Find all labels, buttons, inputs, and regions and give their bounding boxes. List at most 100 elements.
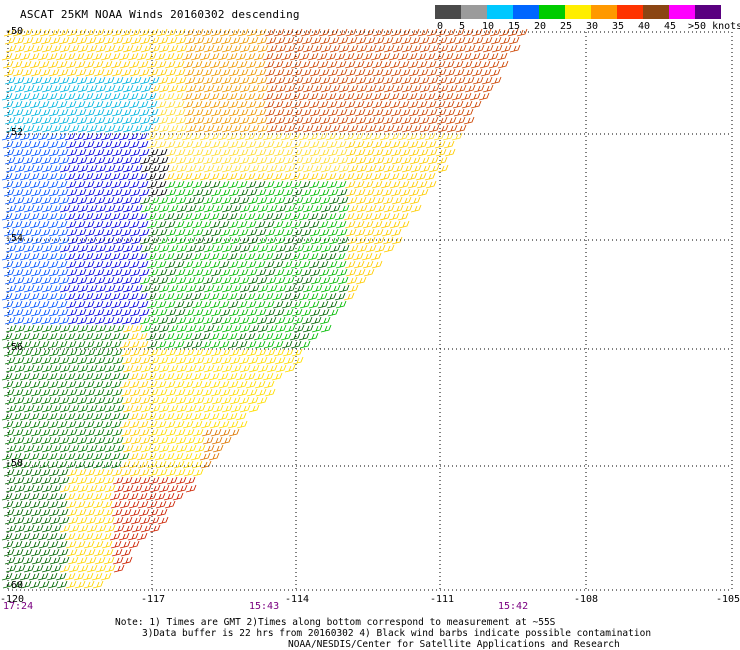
wind-barb	[347, 204, 359, 213]
wind-barb	[21, 468, 33, 477]
wind-barb	[400, 196, 412, 205]
wind-barb	[163, 132, 175, 141]
wind-barb	[292, 316, 304, 325]
wind-barb	[91, 532, 103, 541]
wind-barb	[311, 324, 323, 333]
wind-barb	[4, 156, 16, 165]
wind-barb	[77, 44, 89, 53]
wind-barb	[23, 364, 35, 373]
wind-barb	[228, 228, 240, 237]
wind-barb	[284, 364, 296, 373]
wind-barb	[59, 324, 71, 333]
wind-barb	[167, 44, 179, 53]
wind-barb	[329, 204, 341, 213]
wind-barb	[13, 316, 25, 325]
wind-barb	[21, 308, 33, 317]
wind-barb	[174, 228, 186, 237]
wind-barb	[95, 284, 107, 293]
time-label-1: 17:24	[3, 601, 34, 612]
wind-barb	[175, 396, 187, 405]
wind-barb	[352, 172, 364, 181]
wind-barb	[426, 148, 438, 157]
wind-barb	[120, 388, 132, 397]
wind-barb	[38, 60, 50, 69]
wind-barb	[131, 524, 143, 533]
wind-barb	[32, 204, 44, 213]
wind-barb	[77, 444, 89, 453]
wind-barb	[289, 292, 301, 301]
wind-barb	[101, 340, 113, 349]
wind-barb	[181, 52, 193, 61]
wind-barb	[320, 124, 332, 133]
wind-barb	[157, 436, 169, 445]
wind-barb	[424, 52, 436, 61]
wind-barb	[163, 452, 175, 461]
wind-barb	[166, 196, 178, 205]
scale-swatch-5	[565, 5, 591, 19]
wind-barb	[229, 156, 241, 165]
wind-barb	[227, 380, 239, 389]
wind-barb	[235, 412, 247, 421]
wind-barb	[57, 28, 69, 37]
wind-barb	[158, 204, 170, 213]
wind-barb	[230, 324, 242, 333]
wind-barb	[166, 316, 178, 325]
wind-barb	[218, 300, 230, 309]
wind-barb	[247, 116, 259, 125]
wind-barb	[407, 100, 419, 109]
wind-barb	[112, 156, 124, 165]
wind-barb	[337, 236, 349, 245]
wind-barb	[55, 492, 67, 501]
wind-barb	[200, 220, 212, 229]
wind-barb	[172, 212, 184, 221]
wind-barb	[307, 252, 319, 261]
wind-barb	[436, 156, 448, 165]
wind-barb	[406, 132, 418, 141]
wind-barb	[32, 284, 44, 293]
wind-barb	[452, 60, 464, 69]
wind-barb	[400, 36, 412, 45]
map-grid	[7, 31, 733, 591]
wind-barb	[55, 412, 67, 421]
wind-barb	[226, 212, 238, 221]
wind-barb	[257, 164, 269, 173]
wind-barb	[57, 428, 69, 437]
wind-barb	[281, 100, 293, 109]
wind-barb	[100, 92, 112, 101]
wind-barb	[46, 372, 58, 381]
wind-barb	[280, 172, 292, 181]
wind-barb	[219, 148, 231, 157]
wind-barb	[460, 52, 472, 61]
wind-barb	[28, 332, 40, 341]
wind-barb	[335, 260, 347, 269]
wind-barb	[227, 180, 239, 189]
wind-barb	[148, 436, 160, 445]
wind-barb	[389, 140, 401, 149]
wind-barb	[155, 260, 167, 269]
wind-barb	[238, 76, 250, 85]
wind-barb	[382, 156, 394, 165]
wind-barb	[67, 476, 79, 485]
wind-barb	[246, 308, 258, 317]
wind-barb	[210, 188, 222, 197]
wind-barb	[417, 68, 429, 77]
wind-barb	[293, 284, 305, 293]
wind-barb	[19, 252, 31, 261]
wind-barb	[272, 140, 284, 149]
wind-barb	[373, 76, 385, 85]
wind-barb	[14, 444, 26, 453]
wind-barb	[383, 44, 395, 53]
wind-barb	[317, 60, 329, 69]
wind-barb	[47, 420, 59, 429]
wind-barb	[56, 220, 68, 229]
wind-barb	[283, 76, 295, 85]
wind-barb	[185, 124, 197, 133]
wind-barb	[254, 180, 266, 189]
wind-barb	[66, 468, 78, 477]
wind-barb	[212, 244, 224, 253]
wind-barb	[128, 300, 140, 309]
wind-barb	[14, 244, 26, 253]
wind-barb	[184, 316, 196, 325]
wind-barb	[263, 180, 275, 189]
wind-barb	[380, 60, 392, 69]
